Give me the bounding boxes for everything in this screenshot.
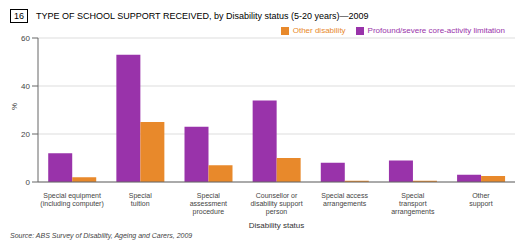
svg-text:20: 20 (21, 130, 30, 139)
svg-text:0: 0 (26, 178, 31, 187)
html-text:16: 16 (14, 11, 24, 21)
html-text:Source: ABS Survey of Disabili: Source: ABS Survey of Disability, Ageing… (10, 232, 193, 239)
svg-text:Special accessarrangements: Special accessarrangements (321, 192, 368, 208)
svg-text:Specialtransportarrangements: Specialtransportarrangements (391, 192, 435, 216)
svg-text:Special equipment(including co: Special equipment(including computer) (40, 192, 103, 208)
html-text:Profound/severe core-activity: Profound/severe core-activity limitation (367, 26, 505, 35)
svg-text:Counsellor ordisability suppor: Counsellor ordisability supportperson (250, 192, 302, 216)
html-text:TYPE OF SCHOOL SUPPORT RECEIVE: TYPE OF SCHOOL SUPPORT RECEIVED, by Disa… (36, 11, 369, 21)
html-text:Other disability: Other disability (292, 26, 346, 35)
svg-text:Specialassessmentprocedure: Specialassessmentprocedure (190, 192, 227, 216)
svg-text:Othersupport: Othersupport (469, 192, 492, 208)
svg-text:Disability status: Disability status (249, 221, 305, 230)
svg-text:60: 60 (21, 34, 30, 43)
svg-text:40: 40 (21, 82, 30, 91)
svg-text:%: % (10, 103, 19, 110)
svg-text:Specialtuition: Specialtuition (129, 192, 152, 207)
